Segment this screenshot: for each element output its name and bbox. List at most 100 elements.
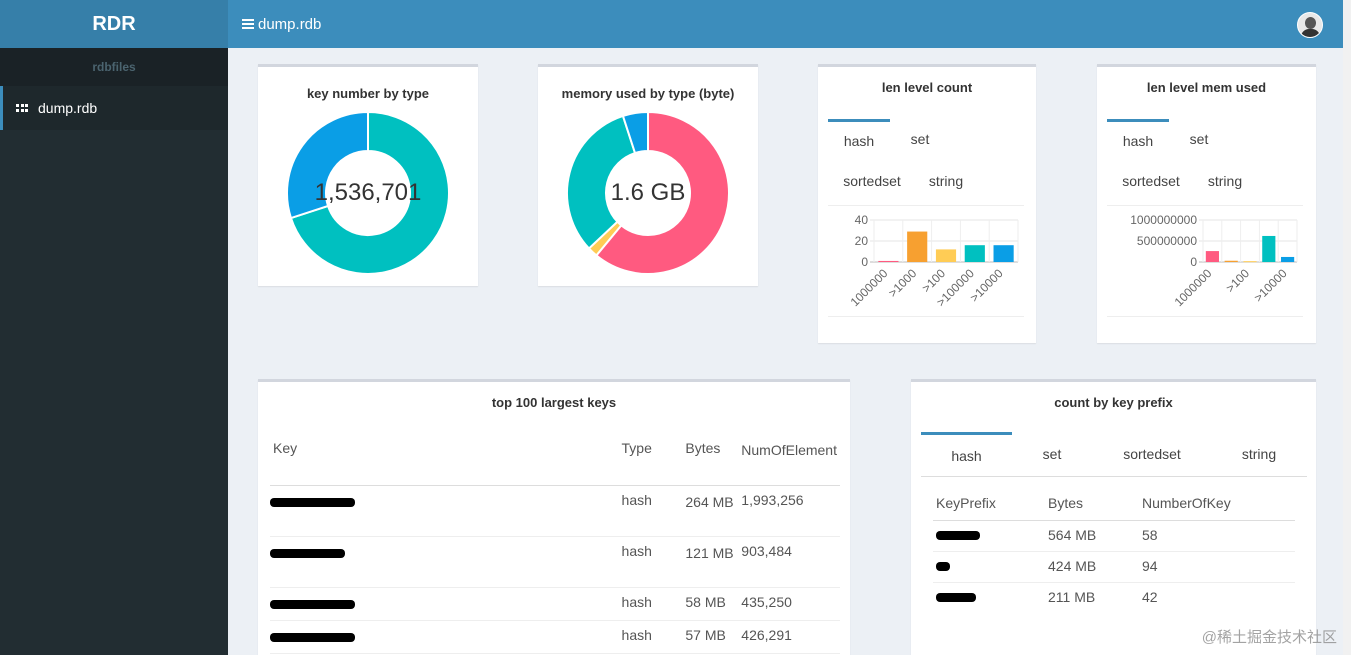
column-header-numofelement[interactable]: NumOfElement bbox=[741, 442, 837, 458]
cell-type: hash bbox=[621, 491, 652, 508]
table-header-row: KeyPrefix Bytes NumberOfKey bbox=[933, 490, 1295, 520]
donut-slice-0[interactable] bbox=[594, 110, 730, 275]
len-level-count-card: len level count hash set sortedset strin… bbox=[818, 64, 1036, 343]
page-title: dump.rdb bbox=[258, 15, 322, 33]
bar[interactable] bbox=[935, 249, 957, 262]
bar[interactable] bbox=[1281, 256, 1295, 262]
tab-string[interactable]: string bbox=[928, 173, 964, 189]
watermark-text: @稀土掘金技术社区 bbox=[1201, 629, 1337, 646]
cell-count: 903,484 bbox=[741, 542, 792, 559]
card-title: count by key prefix bbox=[1054, 395, 1173, 410]
donut-center-value: 1.6 GB bbox=[610, 179, 686, 206]
tab-set[interactable]: set bbox=[1189, 131, 1209, 147]
y-tick-label: 20 bbox=[855, 234, 869, 248]
table-row[interactable]: 211 MB 42 bbox=[933, 582, 1295, 613]
cell-count: 58 bbox=[1142, 526, 1158, 543]
tab-sortedset[interactable]: sortedset bbox=[843, 173, 901, 189]
key-prefix-card: count by key prefix hash set sortedset s… bbox=[911, 379, 1316, 655]
tab-string[interactable]: string bbox=[1207, 173, 1243, 189]
tab-hash[interactable]: hash bbox=[1107, 119, 1169, 159]
redacted-key bbox=[270, 548, 345, 558]
hamburger-icon[interactable] bbox=[242, 19, 254, 29]
x-tick-label: 1000000 bbox=[848, 266, 891, 309]
cell-bytes: 57 MB bbox=[685, 626, 726, 643]
user-avatar[interactable] bbox=[1297, 12, 1323, 38]
len-level-mem-card: len level mem used hash set sortedset st… bbox=[1097, 64, 1316, 343]
donut-slice-1[interactable] bbox=[286, 110, 369, 220]
tab-set[interactable]: set bbox=[910, 131, 930, 147]
x-tick-label: >1000 bbox=[886, 266, 920, 300]
len-level-count-tabs: hash set sortedset string bbox=[828, 119, 1026, 203]
bar[interactable] bbox=[1205, 251, 1219, 262]
tab-string[interactable]: string bbox=[1241, 446, 1277, 462]
donut-slice-0[interactable] bbox=[289, 110, 450, 275]
cell-count: 94 bbox=[1142, 557, 1158, 574]
redacted-key bbox=[270, 497, 355, 507]
cell-count: 426,291 bbox=[741, 626, 792, 643]
y-tick-label: 40 bbox=[855, 213, 869, 227]
cell-count: 435,250 bbox=[741, 593, 792, 610]
column-header-key[interactable]: Key bbox=[273, 440, 298, 456]
bar[interactable] bbox=[1262, 235, 1276, 262]
tab-sortedset[interactable]: sortedset bbox=[1122, 173, 1180, 189]
column-header-bytes[interactable]: Bytes bbox=[1048, 495, 1084, 511]
grid-icon bbox=[16, 104, 28, 112]
card-title: key number by type bbox=[306, 86, 430, 101]
redacted-key bbox=[270, 632, 355, 642]
x-tick-label: >10000 bbox=[967, 266, 1006, 305]
cell-type: hash bbox=[621, 542, 652, 559]
y-tick-label: 1000000000 bbox=[1130, 213, 1197, 227]
bar[interactable] bbox=[1224, 260, 1238, 262]
cell-count: 1,993,256 bbox=[741, 491, 804, 508]
bar[interactable] bbox=[964, 245, 985, 262]
table-row[interactable]: 424 MB 94 bbox=[933, 551, 1295, 582]
table-row[interactable]: hash 57 MB 426,291 bbox=[270, 620, 840, 653]
table-row[interactable]: hash 121 MB 903,484 bbox=[270, 536, 840, 587]
navbar-title[interactable]: dump.rdb bbox=[242, 16, 321, 33]
tab-set[interactable]: set bbox=[1042, 446, 1062, 462]
column-header-numberofkey[interactable]: NumberOfKey bbox=[1142, 495, 1231, 511]
bar[interactable] bbox=[1243, 261, 1257, 263]
scrollbar[interactable] bbox=[1343, 0, 1351, 655]
redacted-key bbox=[270, 599, 355, 609]
column-header-type[interactable]: Type bbox=[621, 440, 652, 456]
sidebar-item-dump-rdb[interactable]: dump.rdb bbox=[0, 86, 228, 130]
donut-slice-3[interactable] bbox=[621, 110, 649, 155]
table-row[interactable]: hash 264 MB 1,993,256 bbox=[270, 485, 840, 536]
column-header-bytes[interactable]: Bytes bbox=[685, 440, 721, 456]
memory-used-card: memory used by type (byte) 1.6 GB bbox=[538, 64, 758, 286]
tab-hash[interactable]: hash bbox=[828, 119, 890, 159]
bar[interactable] bbox=[878, 260, 899, 262]
table-header-row: Key Type Bytes NumOfElement bbox=[270, 430, 840, 485]
donut-slice-2[interactable] bbox=[566, 114, 637, 250]
y-tick-label: 0 bbox=[861, 255, 868, 269]
tab-sortedset[interactable]: sortedset bbox=[1123, 446, 1181, 462]
key-number-donut: 1,536,701 bbox=[286, 110, 450, 275]
column-header-keyprefix[interactable]: KeyPrefix bbox=[936, 495, 996, 511]
bar[interactable] bbox=[993, 245, 1014, 262]
card-title: len level mem used bbox=[1146, 80, 1267, 95]
brand-logo[interactable]: RDR bbox=[0, 0, 228, 48]
table-row[interactable]: hash 58 MB 435,250 bbox=[270, 587, 840, 620]
cell-bytes: 211 MB bbox=[1048, 588, 1096, 605]
card-title: len level count bbox=[881, 80, 973, 95]
table-row[interactable]: 564 MB 58 bbox=[933, 520, 1295, 551]
key-number-card: key number by type 1,536,701 bbox=[258, 64, 478, 286]
donut-center-value: 1,536,701 bbox=[314, 179, 422, 206]
bar[interactable] bbox=[907, 231, 928, 262]
cell-type: hash bbox=[621, 626, 652, 643]
key-prefix-tabs: hash set sortedset string bbox=[921, 432, 1307, 477]
x-tick-label: >100 bbox=[1223, 266, 1252, 295]
cell-bytes: 424 MB bbox=[1048, 557, 1097, 574]
len-level-mem-tabs: hash set sortedset string bbox=[1107, 119, 1305, 203]
y-tick-label: 500000000 bbox=[1137, 234, 1197, 248]
y-tick-label: 0 bbox=[1190, 255, 1197, 269]
sidebar-section-header: rdbfiles bbox=[0, 48, 228, 86]
redacted-prefix bbox=[936, 592, 976, 602]
chart-area: 40 20 0 1000000 >1000 >100 >100000 >10000 bbox=[828, 205, 1024, 317]
x-tick-label: >10000 bbox=[1251, 266, 1290, 305]
tab-hash[interactable]: hash bbox=[921, 432, 1012, 476]
key-prefix-table: KeyPrefix Bytes NumberOfKey 564 MB 58 42… bbox=[933, 490, 1295, 613]
